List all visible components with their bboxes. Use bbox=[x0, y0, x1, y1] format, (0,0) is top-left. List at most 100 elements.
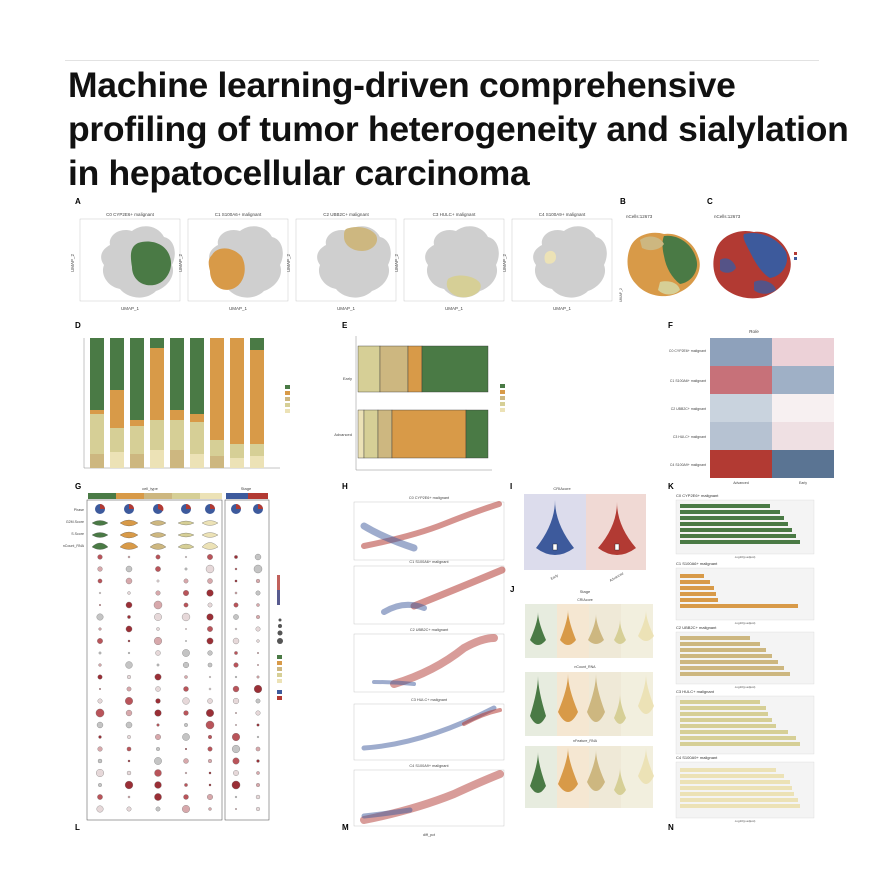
dot-mark bbox=[156, 627, 160, 631]
panel-c: nCells:12673 bbox=[713, 214, 797, 299]
dot-mark bbox=[127, 555, 131, 559]
volcano-4: C4 S100A9+ malignant diff_pct bbox=[353, 764, 505, 837]
enrich-xlabel: -log10(p.adjust) bbox=[735, 819, 756, 823]
dot-mark bbox=[253, 684, 263, 694]
dot-mark bbox=[234, 555, 238, 559]
dot-mark bbox=[96, 769, 104, 777]
dot-mark bbox=[234, 591, 238, 595]
panel-g-legend bbox=[277, 575, 283, 700]
panel-letter-l: L bbox=[75, 823, 80, 832]
umap-xlabel: UMAP_1 bbox=[121, 306, 140, 311]
panel-f: Ro/e C0 CYP2E6+ malignant C1 S100A6+ mal… bbox=[669, 329, 834, 485]
dot-mark bbox=[185, 748, 187, 750]
dot-mark bbox=[127, 651, 131, 655]
umap-xlabel: UMAP_1 bbox=[445, 306, 464, 311]
enrich-3: C3 HULC+ malignant bbox=[675, 689, 815, 755]
track-label: nCount_RNA bbox=[63, 544, 85, 548]
panel-letter-j: J bbox=[510, 585, 514, 594]
panel-a: C0 CYP2E6+ malignant UMAP_1 UMAP_2 C1 S1… bbox=[70, 212, 613, 311]
dot-mark bbox=[233, 770, 239, 776]
dot-mark bbox=[153, 600, 163, 610]
panel-i-cat: Early bbox=[550, 573, 559, 581]
volcano-title: C0 CYP2E6+ malignant bbox=[409, 496, 450, 500]
dot-mark bbox=[184, 783, 188, 787]
violin-row-2 bbox=[525, 746, 654, 808]
heatmap-row-label: C1 S100A6+ malignant bbox=[670, 379, 706, 383]
dot-mark bbox=[234, 651, 238, 655]
track-violins bbox=[91, 519, 219, 550]
volcano-1: C1 S100A6+ malignant bbox=[353, 560, 506, 625]
dot-mark bbox=[207, 578, 213, 584]
enrich-title: C4 S100A9+ malignant bbox=[676, 755, 718, 760]
dot-mark bbox=[98, 651, 102, 655]
dot-mark bbox=[234, 675, 238, 679]
panel-j-header: Stage bbox=[580, 589, 591, 594]
dot-mark bbox=[154, 793, 162, 801]
umap-title: C0 CYP2E6+ malignant bbox=[106, 212, 154, 217]
dot-mark bbox=[233, 662, 239, 668]
volcano-3: C3 HULC+ malignant bbox=[353, 698, 505, 761]
dot-mark bbox=[154, 637, 162, 645]
dot-mark bbox=[253, 564, 263, 574]
dot-mark bbox=[208, 759, 212, 763]
dot-mark bbox=[156, 747, 160, 751]
dot-mark bbox=[181, 612, 191, 622]
dot-mark bbox=[206, 709, 214, 717]
dot-mark bbox=[184, 567, 188, 571]
dot-mark bbox=[255, 807, 260, 812]
dot-mark bbox=[127, 759, 131, 763]
panel-letter-b: B bbox=[620, 197, 626, 206]
panel-c-label: nCells:12673 bbox=[714, 214, 741, 219]
dot-mark bbox=[234, 795, 238, 799]
umap-c3: C3 HULC+ malignant UMAP_1 UMAP_2 bbox=[394, 212, 505, 311]
dot-mark bbox=[207, 626, 213, 632]
dot-mark bbox=[208, 687, 212, 691]
dot-mark bbox=[154, 709, 162, 717]
panel-e-legend bbox=[500, 384, 505, 412]
header-rule bbox=[65, 60, 819, 61]
dot-mark bbox=[184, 555, 188, 559]
volcano-title: C4 S100A9+ malignant bbox=[409, 764, 449, 768]
dot-mark bbox=[183, 602, 189, 608]
dot-mark bbox=[125, 565, 133, 573]
dot-mark bbox=[154, 673, 162, 681]
track-label: Phase bbox=[74, 508, 84, 512]
panel-letter-m: M bbox=[342, 823, 349, 832]
dot-mark bbox=[256, 639, 260, 643]
dot-mark bbox=[207, 554, 213, 560]
dot-mark bbox=[182, 805, 190, 813]
dot-mark bbox=[255, 578, 261, 584]
panel-k: C0 CYP2E6+ malignant -log10(p.adjust) C1… bbox=[675, 493, 815, 823]
dot-mark bbox=[126, 806, 132, 812]
panel-letter-a: A bbox=[75, 197, 81, 206]
volcano-2: C2 UBB2C+ malignant bbox=[353, 628, 505, 693]
dot-mark bbox=[206, 613, 214, 621]
dot-mark bbox=[126, 746, 132, 752]
dot-mark bbox=[256, 723, 260, 727]
dot-mark bbox=[183, 710, 189, 716]
enrich-title: C0 CYP2E6+ malignant bbox=[676, 493, 719, 498]
umap-c0: C0 CYP2E6+ malignant UMAP_1 UMAP_2 bbox=[70, 212, 181, 311]
umap-title: C3 HULC+ malignant bbox=[433, 212, 476, 217]
page-title: Machine learning-driven comprehensive pr… bbox=[68, 65, 849, 193]
umap-title: C1 S100A6+ malignant bbox=[215, 212, 262, 217]
umap-xlabel: UMAP_1 bbox=[229, 306, 248, 311]
enrich-title: C3 HULC+ malignant bbox=[676, 689, 715, 694]
dot-mark bbox=[125, 625, 133, 633]
dot-mark bbox=[235, 808, 237, 810]
panel-d bbox=[83, 338, 290, 469]
track-label: G2M.Score bbox=[66, 520, 84, 524]
umap-xlabel: UMAP_1 bbox=[553, 306, 572, 311]
dot-mark bbox=[96, 805, 104, 813]
dot-mark bbox=[155, 554, 161, 560]
panel-letter-h: H bbox=[342, 482, 348, 491]
dot-mark bbox=[205, 720, 215, 730]
dot-mark bbox=[234, 567, 238, 571]
panel-j: Stage CRIAcore nCount_RNA nFeature_RNA bbox=[525, 589, 654, 808]
panel-j-title: nCount_RNA bbox=[574, 665, 596, 669]
umap-ylabel: UMAP_2 bbox=[286, 254, 291, 273]
dot-mark bbox=[125, 601, 133, 609]
dot-mark bbox=[206, 637, 214, 645]
dot-mark bbox=[155, 698, 161, 704]
heatmap-col-label: Advanced bbox=[733, 481, 749, 485]
